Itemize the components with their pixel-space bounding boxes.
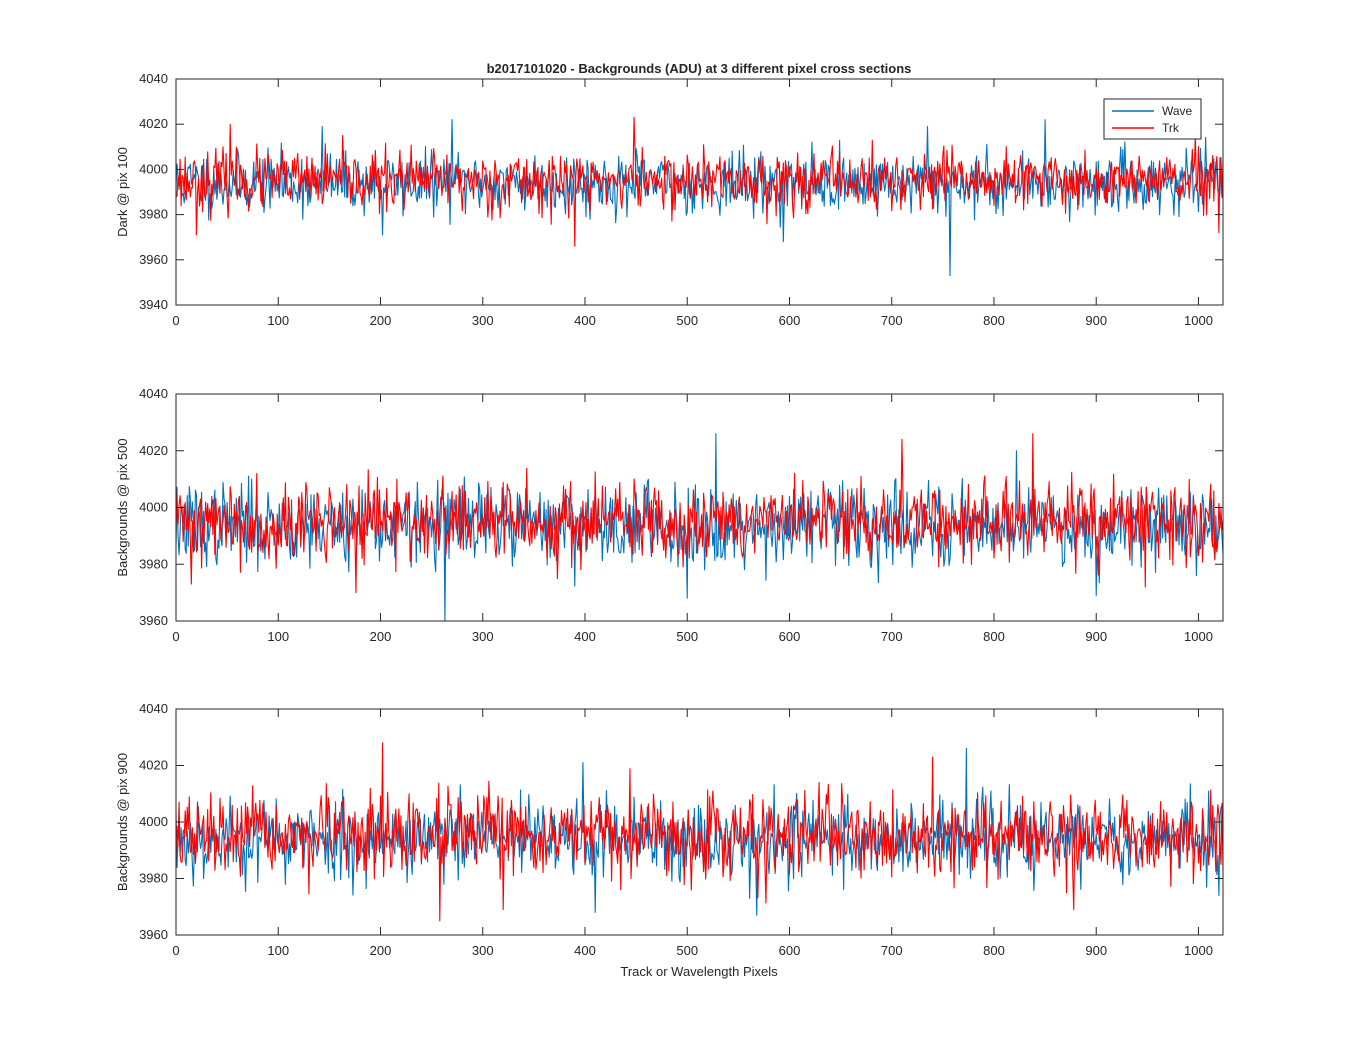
x-tick-label: 700 [881, 943, 903, 958]
x-tick-label: 500 [676, 943, 698, 958]
x-tick-label: 200 [370, 943, 392, 958]
x-tick-label: 300 [472, 313, 494, 328]
axes-box [175, 78, 1224, 306]
y-axis-label: Dark @ pix 100 [115, 147, 130, 237]
x-tick-label: 700 [881, 629, 903, 644]
x-tick-label: 0 [172, 629, 179, 644]
series-line-trk [176, 433, 1223, 594]
x-tick-label: 0 [172, 943, 179, 958]
series-line-trk [176, 116, 1223, 247]
series-line-wave [176, 433, 1223, 621]
legend-box [1103, 98, 1202, 140]
y-tick-label: 3960 [139, 252, 168, 267]
y-tick-label: 3980 [139, 871, 168, 886]
y-tick-label: 4020 [139, 758, 168, 773]
y-tick-label: 4020 [139, 116, 168, 131]
y-tick-label: 4000 [139, 161, 168, 176]
panel-2: 0 100 200 300 400 500 600 700 800 900 1000 3960 3980… [115, 386, 1224, 644]
x-tick-label: 700 [881, 313, 903, 328]
x-tick-label: 0 [172, 313, 179, 328]
x-tick-label: 1000 [1184, 629, 1213, 644]
x-tick-label: 100 [267, 313, 289, 328]
y-tick-label: 3940 [139, 297, 168, 312]
x-tick-label: 300 [472, 629, 494, 644]
x-tick-label: 600 [779, 943, 801, 958]
y-tick-label: 3960 [139, 613, 168, 628]
y-tick-label: 4040 [139, 386, 168, 401]
x-tick-label: 400 [574, 943, 596, 958]
y-tick-label: 3980 [139, 556, 168, 571]
x-tick-label: 100 [267, 943, 289, 958]
plot-area [176, 709, 1223, 935]
plot-lines [176, 742, 1223, 922]
plot-area [176, 394, 1223, 621]
plot-lines [176, 116, 1223, 277]
x-tick-label: 1000 [1184, 943, 1213, 958]
x-tick-label: 800 [983, 313, 1005, 328]
legend-label: Wave [1162, 104, 1193, 118]
panel-3: 0 100 200 300 400 500 600 700 800 900 1000 3960 3980… [115, 701, 1224, 958]
x-tick-label: 400 [574, 313, 596, 328]
series-line-wave [176, 747, 1223, 916]
x-tick-label: 900 [1085, 629, 1107, 644]
y-tick-label: 4000 [139, 814, 168, 829]
x-tick-label: 200 [370, 629, 392, 644]
chart-title: b2017101020 - Backgrounds (ADU) at 3 dif… [487, 61, 912, 76]
legend: Wave Trk [1103, 98, 1202, 140]
x-tick-label: 500 [676, 629, 698, 644]
panels: 0 100 200 300 400 500 600 700 800 900 100039403960… [115, 71, 1224, 958]
x-tick-label: 100 [267, 629, 289, 644]
y-tick-label: 3980 [139, 207, 168, 222]
panel-1: 0 100 200 300 400 500 600 700 800 900 1000 3940 3960… [115, 71, 1224, 328]
x-tick-label: 500 [676, 313, 698, 328]
plot-lines [176, 433, 1223, 621]
x-tick-label: 200 [370, 313, 392, 328]
series-line-trk [176, 742, 1223, 922]
x-tick-label: 1000 [1184, 313, 1213, 328]
x-tick-label: 600 [779, 629, 801, 644]
x-tick-label: 400 [574, 629, 596, 644]
x-tick-label: 800 [983, 629, 1005, 644]
x-tick-label: 900 [1085, 943, 1107, 958]
x-tick-label: 300 [472, 943, 494, 958]
x-tick-label: 900 [1085, 313, 1107, 328]
y-axis-label: Backgrounds @ pix 500 [115, 438, 130, 576]
y-tick-label: 4000 [139, 500, 168, 515]
y-tick-label: 4040 [139, 71, 168, 86]
y-axis-label: Backgrounds @ pix 900 [115, 753, 130, 891]
x-tick-label: 600 [779, 313, 801, 328]
x-axis-label: Track or Wavelength Pixels [620, 964, 778, 979]
y-tick-label: 4040 [139, 701, 168, 716]
y-tick-label: 4020 [139, 443, 168, 458]
y-tick-label: 3960 [139, 927, 168, 942]
legend-label: Trk [1162, 121, 1180, 135]
x-tick-label: 800 [983, 943, 1005, 958]
